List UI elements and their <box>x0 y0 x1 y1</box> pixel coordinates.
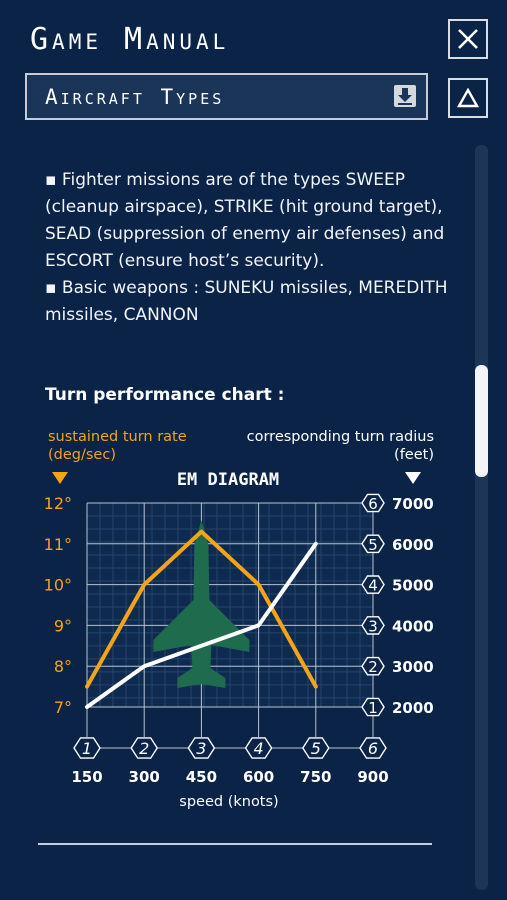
bottom-hex-marker <box>244 737 273 759</box>
x-axis-label: speed (knots) <box>179 794 278 810</box>
right-tick-label: 2000 <box>392 699 434 717</box>
x-tick-label: 900 <box>357 768 388 786</box>
bottom-marker-label: 3 <box>196 739 206 758</box>
paragraph-missions: ▪ Fighter missions are of the types SWEE… <box>45 170 445 271</box>
left-tick-label: 11° <box>44 535 72 554</box>
bottom-marker-label: 6 <box>368 739 378 758</box>
left-axis-arrow-icon <box>52 472 68 484</box>
x-tick-label: 150 <box>71 768 102 786</box>
download-arrow-icon[interactable] <box>394 85 416 107</box>
right-marker-label: 3 <box>368 617 378 635</box>
right-tick-label: 4000 <box>392 617 434 635</box>
left-tick-label: 8° <box>54 657 72 676</box>
left-tick-label: 9° <box>54 616 72 635</box>
right-tick-label: 5000 <box>392 577 434 595</box>
right-hex-marker <box>361 534 385 554</box>
right-hex-marker <box>361 575 385 594</box>
triangle-up-icon <box>457 88 479 108</box>
bottom-hex-marker <box>187 737 216 759</box>
left-axis-label: sustained turn rate <box>48 429 187 445</box>
bottom-hex-marker <box>130 737 159 759</box>
right-axis-unit: (feet) <box>394 447 434 463</box>
left-tick-label: 7° <box>54 698 72 717</box>
bottom-marker-label: 4 <box>254 739 264 758</box>
aircraft-silhouette-icon <box>153 520 250 688</box>
right-hex-marker <box>361 493 385 513</box>
paragraph-weapons: ▪ Basic weapons : SUNEKU missiles, MERED… <box>45 278 448 325</box>
right-axis-arrow-icon <box>405 472 421 484</box>
turn-radius-line <box>85 541 318 709</box>
right-marker-label: 1 <box>368 699 378 717</box>
divider <box>38 843 432 845</box>
manual-body-text: ▪ Fighter missions are of the types SWEE… <box>45 167 460 329</box>
x-tick-label: 600 <box>243 768 274 786</box>
right-hex-marker <box>361 697 385 717</box>
close-button[interactable] <box>448 19 488 59</box>
right-marker-label: 2 <box>368 658 378 676</box>
bottom-marker-label: 5 <box>311 739 321 758</box>
bottom-marker-label: 1 <box>82 739 92 758</box>
bottom-hex-marker <box>359 737 387 759</box>
bottom-hex-marker <box>73 737 101 759</box>
right-marker-label: 5 <box>368 536 378 554</box>
section-dropdown[interactable]: Aircraft Types <box>25 73 428 120</box>
right-marker-label: 4 <box>368 577 378 595</box>
x-tick-label: 750 <box>300 768 331 786</box>
left-tick-label: 12° <box>44 494 72 513</box>
right-hex-marker <box>361 656 385 676</box>
scroll-top-button[interactable] <box>448 78 488 118</box>
turn-rate-line <box>85 529 318 689</box>
x-tick-label: 450 <box>186 768 217 786</box>
right-tick-label: 7000 <box>392 495 434 513</box>
chart-heading: Turn performance chart : <box>45 385 285 405</box>
chart-title: EM DIAGRAM <box>177 470 279 490</box>
x-tick-label: 300 <box>129 768 160 786</box>
bottom-marker-label: 2 <box>139 739 149 758</box>
page-title: Game Manual <box>30 22 230 57</box>
right-tick-label: 3000 <box>392 658 434 676</box>
right-marker-label: 6 <box>368 495 378 513</box>
left-tick-label: 10° <box>44 576 72 595</box>
right-hex-marker <box>361 616 385 635</box>
scrollbar-thumb[interactable] <box>475 365 488 477</box>
bottom-hex-marker <box>301 737 330 759</box>
scrollbar-track[interactable] <box>475 145 488 890</box>
dropdown-selected-label: Aircraft Types <box>45 85 225 109</box>
close-icon <box>458 29 478 49</box>
right-tick-label: 6000 <box>392 536 434 554</box>
left-axis-unit: (deg/sec) <box>48 447 116 463</box>
right-axis-label: corresponding turn radius <box>247 429 434 445</box>
